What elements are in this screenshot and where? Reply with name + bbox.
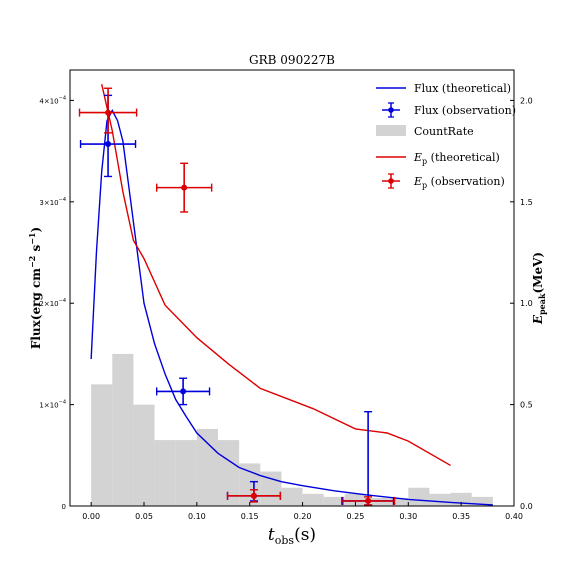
x-tick-label: 0.15 bbox=[241, 512, 259, 521]
y-right-tick-label: 1.5 bbox=[520, 198, 533, 207]
countrate-bar bbox=[302, 493, 324, 506]
flux-observation-point bbox=[342, 411, 395, 506]
legend-label: Ep (observation) bbox=[413, 175, 505, 190]
countrate-bar bbox=[323, 496, 345, 506]
legend-label: Flux (observation) bbox=[414, 104, 516, 117]
ep-observation-point-marker bbox=[181, 184, 188, 191]
countrate-bar bbox=[366, 497, 388, 506]
flux-observation-point-marker bbox=[180, 388, 187, 395]
legend-label: CountRate bbox=[414, 125, 474, 138]
x-tick-label: 0.35 bbox=[452, 512, 470, 521]
countrate-bar bbox=[429, 493, 451, 506]
observation-points bbox=[78, 87, 396, 506]
countrate-bar bbox=[281, 487, 303, 506]
ep-observation-point-marker bbox=[250, 492, 257, 499]
countrate-bar bbox=[112, 353, 134, 506]
countrate-bar bbox=[239, 463, 261, 506]
x-tick-label: 0.30 bbox=[399, 512, 417, 521]
chart-title: GRB 090227B bbox=[249, 53, 335, 67]
x-tick-label: 0.00 bbox=[82, 512, 100, 521]
x-axis-label: tobs(s) bbox=[268, 525, 316, 547]
legend: Flux (theoretical) Flux (observation) Coun… bbox=[376, 82, 516, 190]
countrate-bar bbox=[91, 384, 113, 506]
legend-obs-marker bbox=[388, 107, 394, 113]
countrate-bar bbox=[196, 428, 218, 506]
flux-observation-point bbox=[155, 377, 211, 406]
ep-observation-point bbox=[78, 87, 138, 134]
y-right-tick-label: 2.0 bbox=[520, 96, 533, 105]
x-tick-label: 0.40 bbox=[505, 512, 523, 521]
axis-ticks: 0.00 0.05 0.10 0.15 0.20 0.25 0.30 0.35 0.40 0 1×1… bbox=[39, 95, 532, 521]
legend-entry-flux_obs: Flux (observation) bbox=[382, 102, 516, 118]
countrate-bar bbox=[175, 440, 197, 506]
y-left-tick-label: 4×10−4 bbox=[39, 95, 66, 105]
countrate-bar bbox=[154, 440, 176, 506]
ep-observation-point-marker bbox=[105, 109, 112, 116]
x-tick-label: 0.25 bbox=[347, 512, 365, 521]
x-tick-label: 0.10 bbox=[188, 512, 206, 521]
countrate-bar bbox=[344, 493, 366, 506]
y-left-tick-label: 0 bbox=[62, 503, 66, 511]
axes-frame bbox=[69, 69, 515, 507]
ep-theoretical-line bbox=[101, 84, 451, 467]
legend-entry-countrate: CountRate bbox=[376, 125, 474, 138]
legend-countrate-swatch bbox=[376, 125, 406, 136]
x-tick-label: 0.05 bbox=[135, 512, 153, 521]
countrate-bar bbox=[133, 404, 155, 506]
countrate-bar bbox=[408, 487, 430, 506]
y-right-tick-label: 0.5 bbox=[520, 401, 533, 410]
flux-observation-point-marker bbox=[105, 141, 112, 148]
x-tick-label: 0.20 bbox=[294, 512, 312, 521]
legend-entry-flux_line: Flux (theoretical) bbox=[376, 82, 511, 95]
y-left-tick-label: 3×10−4 bbox=[39, 197, 66, 207]
countrate-bar bbox=[471, 496, 493, 506]
ep-observation-point bbox=[155, 162, 213, 213]
y-axis-left-label: Flux(erg cm−2 s−1) bbox=[27, 227, 43, 349]
y-right-tick-label: 1.0 bbox=[520, 299, 533, 308]
y-axis-right-label: Epeak(MeV) bbox=[531, 252, 547, 325]
y-left-tick-label: 2×10−4 bbox=[39, 298, 66, 308]
legend-entry-ep_line: Ep (theoretical) bbox=[376, 151, 500, 166]
ep-observation-point bbox=[340, 496, 396, 506]
y-left-tick-label: 1×10−4 bbox=[39, 400, 66, 410]
ep-observation-point-marker bbox=[365, 497, 372, 504]
legend-obs-marker bbox=[388, 178, 394, 184]
ep-observation-point bbox=[226, 489, 282, 503]
countrate-bar bbox=[387, 497, 409, 506]
y-right-tick-label: 0.0 bbox=[520, 502, 533, 511]
legend-entry-ep_obs: Ep (observation) bbox=[382, 173, 505, 190]
legend-label: Flux (theoretical) bbox=[414, 82, 511, 95]
legend-label: Ep (theoretical) bbox=[413, 151, 500, 166]
